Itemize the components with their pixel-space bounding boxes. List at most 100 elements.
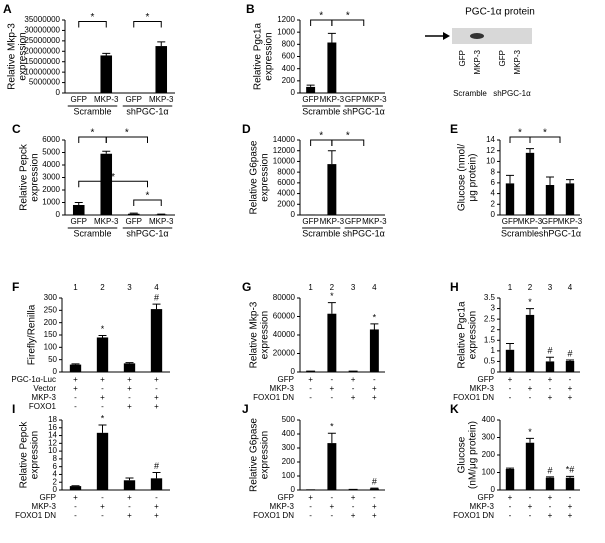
condition-sign: +	[548, 393, 553, 402]
x-tick-label: MKP-3	[149, 95, 174, 104]
significance-label: #	[154, 293, 159, 303]
error-bar	[546, 477, 554, 478]
x-tick-label: MKP-3	[320, 217, 345, 226]
y-tick-label: 30000000	[24, 26, 60, 35]
bar	[327, 314, 336, 372]
condition-sign: +	[372, 511, 377, 520]
condition-sign: +	[508, 375, 513, 384]
condition-label: FOXO1 DN	[253, 393, 294, 402]
condition-label: GFP	[278, 493, 294, 502]
y-tick-label: 0	[291, 210, 296, 219]
x-tick-label: GFP	[126, 217, 142, 226]
y-tick-label: 2	[491, 199, 496, 208]
condition-sign: +	[372, 384, 377, 393]
panel-letter: D	[242, 122, 251, 136]
blot-lane-label: GFP	[498, 50, 507, 66]
condition-sign: -	[331, 393, 334, 402]
error-bar	[102, 151, 110, 154]
y-tick-label: 800	[282, 39, 296, 48]
panel-letter: K	[450, 402, 459, 416]
condition-sign: -	[331, 511, 334, 520]
y-tick-label: 3000	[42, 173, 60, 182]
condition-sign: -	[373, 493, 376, 502]
error-bar	[307, 85, 315, 87]
y-tick-label: 60000	[273, 312, 296, 321]
y-tick-label: 6	[53, 462, 58, 471]
y-tick-label: 400	[282, 429, 296, 438]
y-tick-label: 20000000	[24, 46, 60, 55]
bar	[526, 443, 534, 490]
bracket-label: *	[146, 12, 150, 23]
condition-sign: -	[373, 375, 376, 384]
column-number: 2	[330, 283, 335, 292]
y-tick-label: 14000	[273, 135, 296, 144]
y-tick-label: 15000000	[24, 57, 60, 66]
y-tick-label: 600	[282, 52, 296, 61]
bar	[327, 164, 336, 215]
significance-label: #	[547, 346, 552, 356]
bar	[306, 87, 315, 93]
y-tick-label: 80000	[273, 293, 296, 302]
y-axis-label: Relative Pepck	[19, 143, 30, 211]
blot-lane-label: MKP-3	[473, 49, 482, 74]
condition-sign: +	[73, 375, 78, 384]
condition-sign: -	[549, 502, 552, 511]
x-tick-label: MKP-3	[558, 217, 583, 226]
y-tick-label: 12	[486, 146, 495, 155]
condition-sign: +	[100, 393, 105, 402]
error-bar	[328, 33, 336, 42]
x-tick-label: GFP	[345, 95, 361, 104]
bracket-label: *	[125, 128, 129, 139]
error-bar	[157, 42, 165, 46]
x-tick-label: GFP	[502, 217, 518, 226]
condition-sign: +	[528, 502, 533, 511]
condition-sign: +	[73, 493, 78, 502]
bar	[327, 43, 336, 93]
y-tick-label: 0	[291, 88, 296, 97]
condition-sign: -	[74, 393, 77, 402]
y-tick-label: 6	[491, 178, 496, 187]
y-tick-label: 8	[53, 454, 58, 463]
bar	[73, 205, 85, 215]
bar	[306, 371, 315, 372]
column-number: 3	[127, 283, 132, 292]
bar	[73, 93, 85, 94]
condition-sign: +	[568, 384, 573, 393]
y-axis-label: expression	[260, 311, 271, 359]
condition-sign: -	[74, 502, 77, 511]
column-number: 2	[100, 283, 105, 292]
panel-letter: B	[246, 2, 255, 16]
error-bar	[506, 175, 514, 183]
column-number: 3	[548, 283, 553, 292]
x-tick-label: MKP-3	[518, 217, 543, 226]
panel-letter: J	[242, 402, 249, 416]
bar	[506, 183, 514, 215]
y-tick-label: 12	[48, 438, 57, 447]
group-label: shPGC-1α	[539, 228, 581, 238]
y-axis-label: Glucose	[457, 436, 468, 473]
condition-label: GFP	[278, 375, 294, 384]
bar	[566, 478, 574, 490]
bracket-label: *	[111, 172, 115, 183]
condition-sign: -	[155, 384, 158, 393]
condition-label: FOXO1	[29, 402, 57, 411]
y-tick-label: 500	[282, 415, 296, 424]
condition-sign: +	[351, 393, 356, 402]
y-tick-label: 0	[56, 88, 61, 97]
group-label: Scramble	[302, 106, 340, 116]
error-bar	[526, 438, 534, 442]
y-tick-label: 200	[282, 76, 296, 85]
bar	[124, 480, 135, 490]
condition-label: GFP	[40, 493, 56, 502]
y-tick-label: 10000000	[24, 67, 60, 76]
x-tick-label: MKP-3	[320, 95, 345, 104]
condition-sign: +	[528, 384, 533, 393]
condition-sign: +	[154, 502, 159, 511]
error-bar	[328, 151, 336, 164]
significance-label: *#	[566, 465, 575, 475]
bar	[97, 433, 108, 490]
